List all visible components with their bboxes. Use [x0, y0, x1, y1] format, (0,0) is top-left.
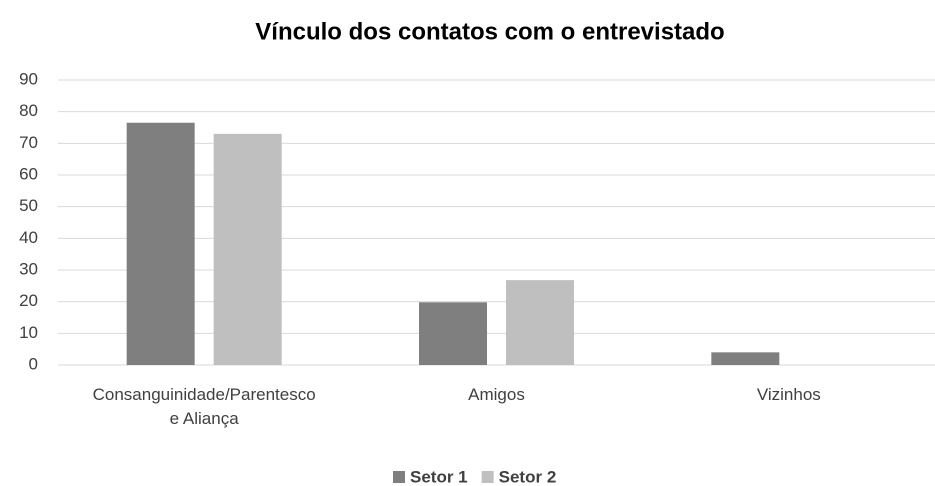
legend-label: Setor 1 — [410, 467, 468, 486]
y-tick-label: 50 — [19, 196, 38, 215]
bar — [126, 122, 195, 365]
legend-swatch — [481, 471, 494, 483]
chart-title: Vínculo dos contatos com o entrevistado — [255, 18, 724, 45]
y-tick-label: 30 — [19, 259, 38, 278]
bar — [213, 133, 282, 365]
bar — [506, 280, 574, 365]
x-tick-label: Consanguinidade/Parentesco e Aliança — [92, 385, 316, 428]
y-tick-label: 80 — [19, 101, 38, 120]
y-tick-label: 10 — [19, 323, 38, 342]
x-tick-label: Amigos — [468, 385, 525, 404]
legend-swatch — [393, 471, 405, 483]
bar — [419, 302, 487, 365]
y-tick-label: 20 — [19, 291, 38, 310]
y-tick-label: 0 — [29, 354, 38, 373]
y-tick-label: 70 — [19, 133, 38, 152]
y-tick-label: 40 — [19, 228, 38, 247]
x-tick-label: Vizinhos — [756, 385, 821, 404]
bar — [711, 352, 780, 365]
y-tick-label: 60 — [19, 164, 38, 183]
legend-label: Setor 2 — [499, 467, 557, 486]
y-tick-label: 90 — [19, 69, 38, 88]
